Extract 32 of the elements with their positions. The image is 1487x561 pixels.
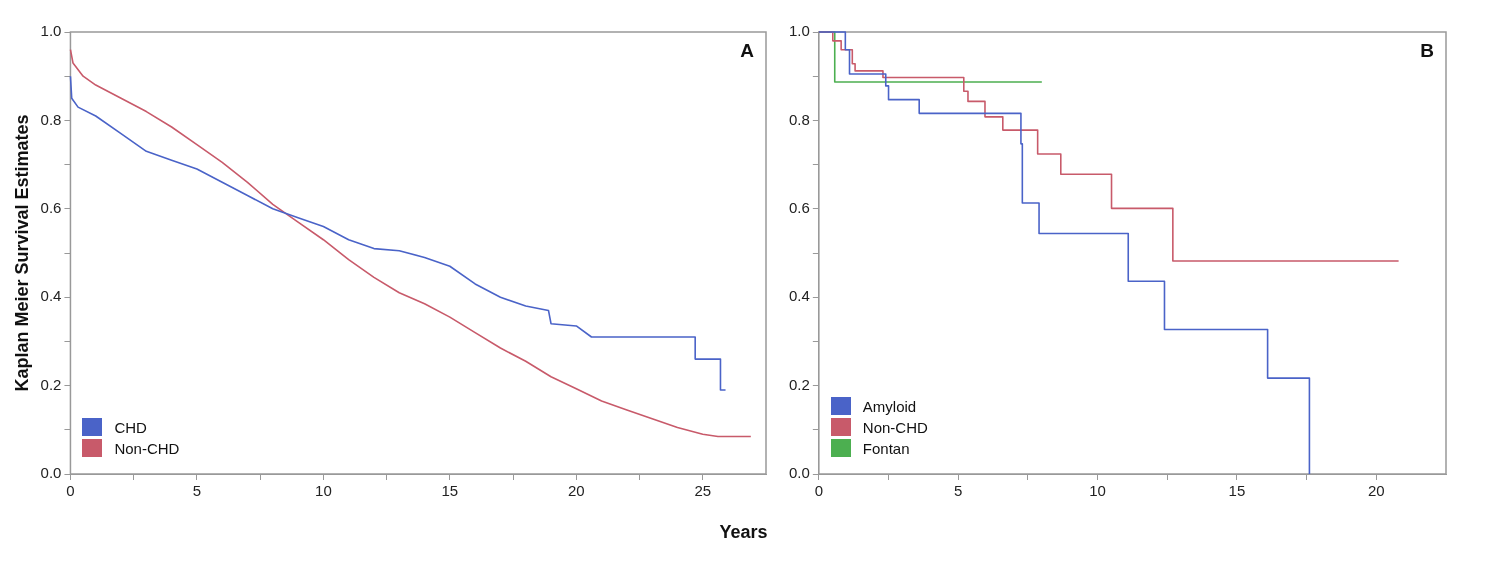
legend-label: Non-CHD	[862, 418, 928, 436]
legend-label: Non-CHD	[114, 439, 180, 457]
x-tick-label: 15	[441, 482, 459, 500]
x-tick-label: 10	[1089, 482, 1106, 500]
x-tick-label: 25	[694, 482, 712, 500]
x-tick-label: 5	[954, 482, 963, 500]
y-tick-label: 0.4	[40, 287, 62, 305]
y-tick-label: 0.2	[40, 375, 62, 393]
y-tick-label: 0.2	[788, 375, 810, 393]
y-tick-label: 0.6	[788, 198, 810, 216]
x-axis-title: Years	[718, 522, 769, 543]
y-axis-title: Kaplan Meier Survival Estimates	[11, 114, 32, 392]
y-tick-label: 1.0	[788, 22, 810, 40]
x-tick-label: 10	[315, 482, 332, 500]
annotation: A	[740, 40, 754, 62]
y-tick-label: 1.0	[40, 22, 62, 40]
x-tick-label: 0	[814, 482, 824, 500]
legend-label: Fontan	[862, 439, 910, 457]
y-tick-label: 0.6	[40, 198, 62, 216]
legend-label: Amyloid	[862, 397, 917, 415]
x-tick-label: 15	[1228, 482, 1246, 500]
y-tick-label: 0.0	[788, 464, 810, 482]
x-tick-label: 20	[567, 482, 585, 500]
x-tick-label: 20	[1367, 482, 1385, 500]
annotation: B	[1420, 40, 1434, 62]
y-tick-label: 0.8	[788, 110, 810, 128]
legend-label: CHD	[114, 418, 147, 436]
y-tick-label: 0.4	[788, 287, 810, 305]
y-tick-label: 0.8	[40, 110, 62, 128]
y-tick-label: 0.0	[40, 464, 62, 482]
x-tick-label: 0	[66, 482, 75, 500]
x-tick-label: 5	[192, 482, 202, 500]
